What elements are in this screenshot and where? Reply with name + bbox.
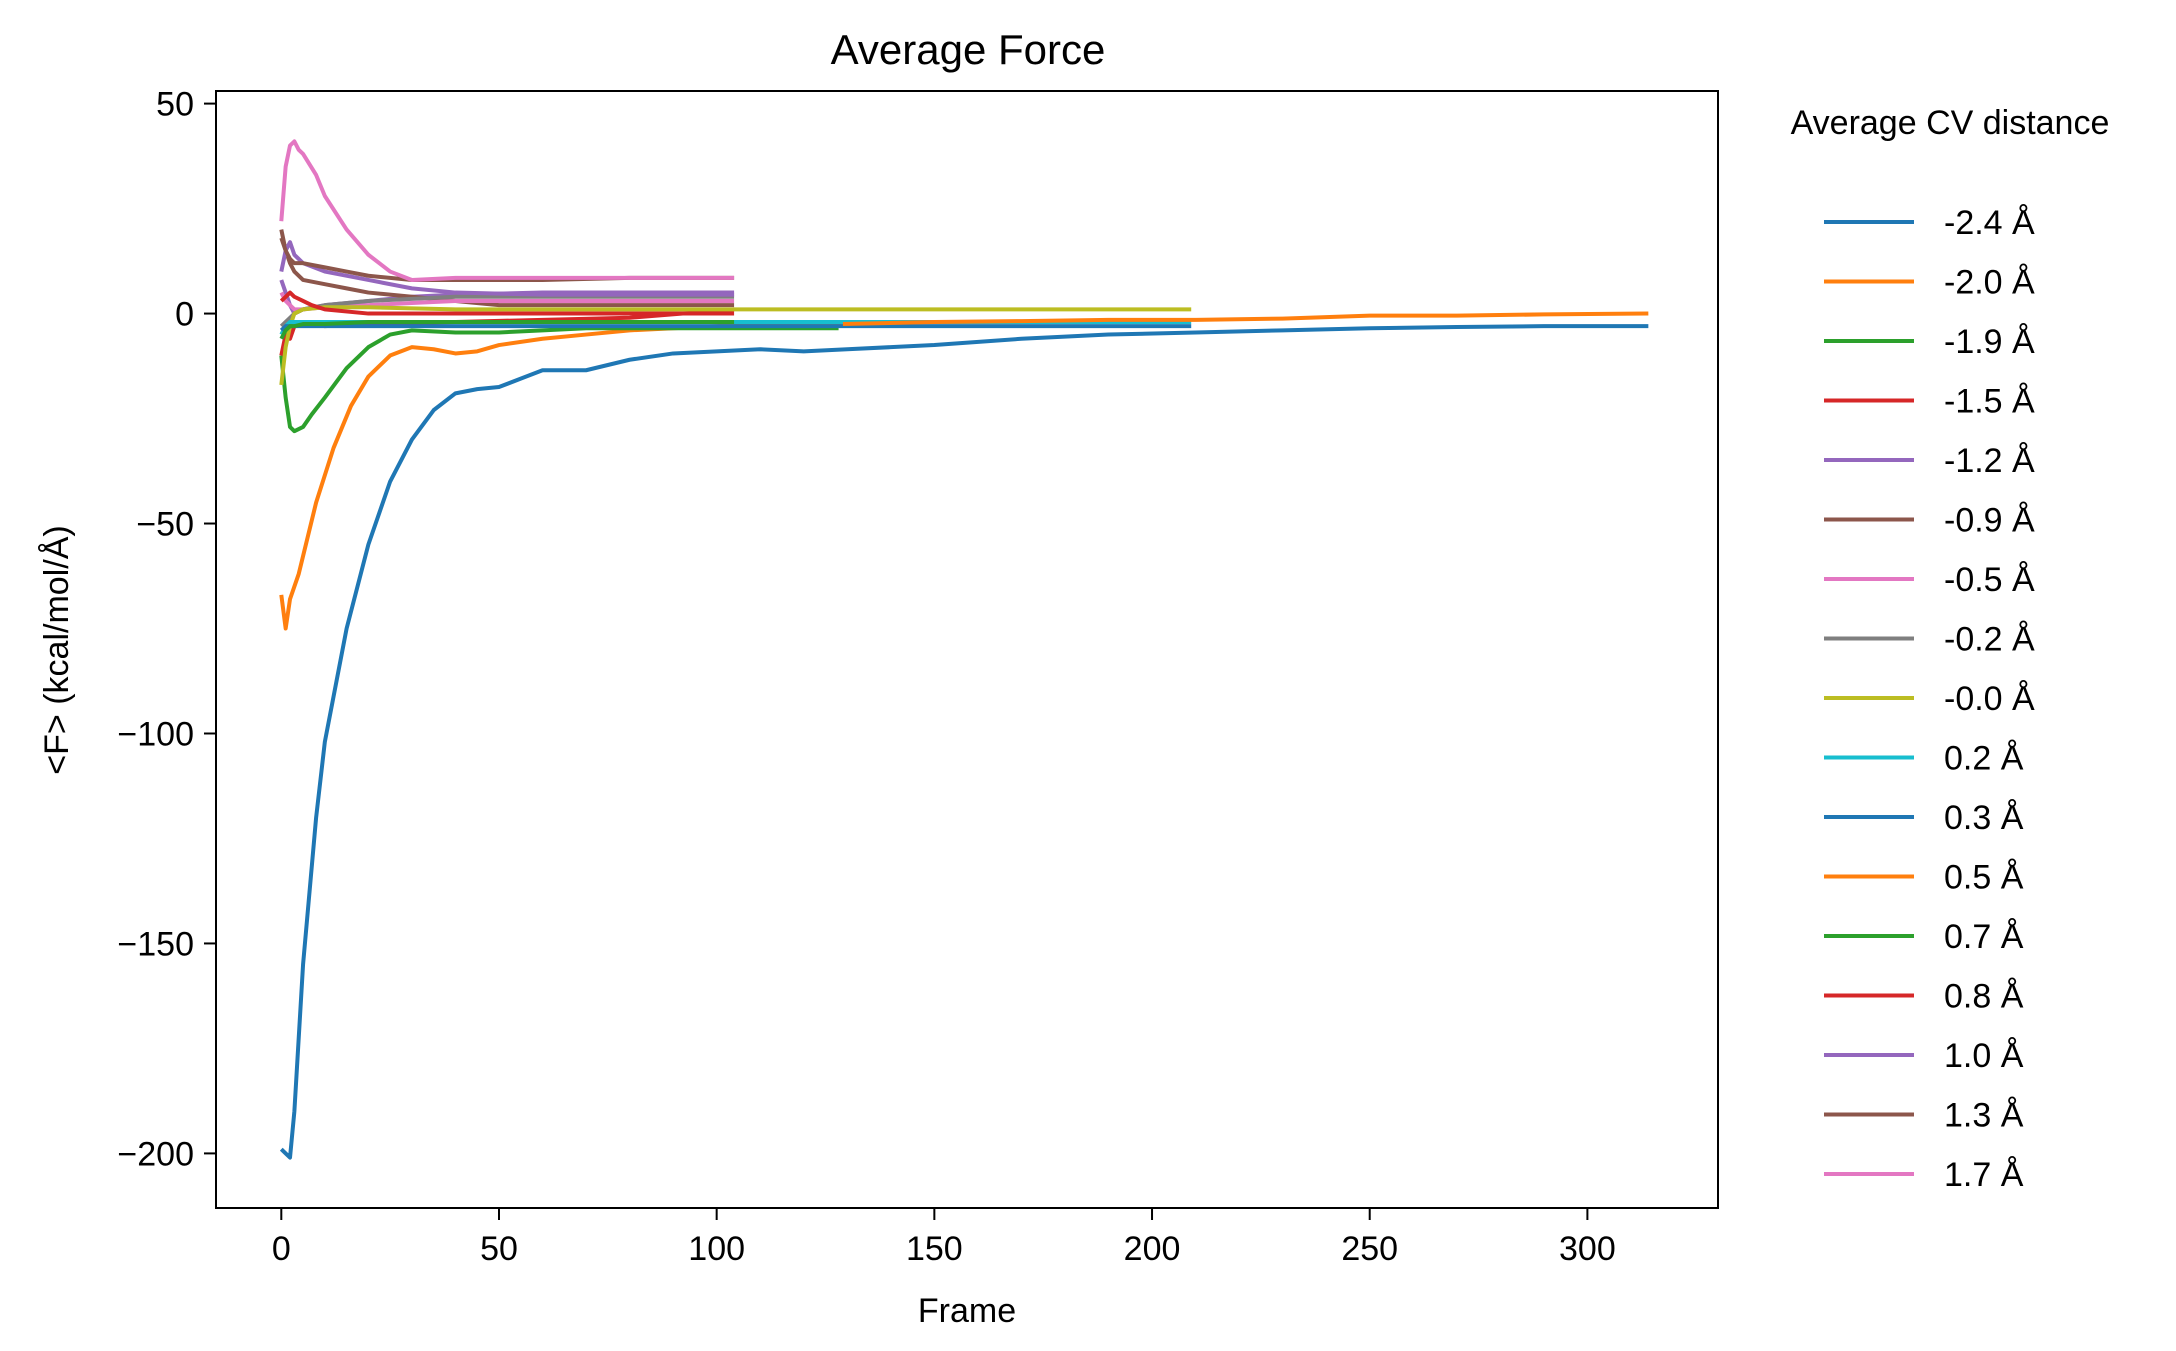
y-tick-label: −200 [117, 1135, 194, 1173]
series-line [279, 240, 735, 297]
legend-label: -1.2 Å [1944, 442, 2035, 480]
plot-frame [215, 90, 1719, 1209]
y-axis-ticks: 50 0 −50 −100 −150 −200 [117, 86, 216, 1173]
x-tick-label: 200 [1124, 1230, 1181, 1268]
legend-label: -0.9 Å [1944, 502, 2035, 540]
x-tick-label: 150 [906, 1230, 963, 1268]
series-line [279, 324, 1649, 1160]
y-tick-label: −50 [136, 506, 194, 544]
legend-label: 0.3 Å [1944, 799, 2024, 837]
y-tick-label: 50 [156, 86, 194, 124]
legend-label: 0.2 Å [1944, 740, 2024, 778]
legend-label: -2.0 Å [1944, 264, 2035, 302]
series-line [842, 311, 1649, 327]
y-tick-label: −100 [117, 715, 194, 753]
series-line [279, 305, 1192, 386]
legend-label: -0.2 Å [1944, 621, 2035, 659]
legend-title: Average CV distance [1791, 104, 2110, 142]
x-tick-label: 250 [1341, 1230, 1398, 1268]
x-tick-label: 0 [272, 1230, 291, 1268]
series-line [279, 139, 735, 282]
x-axis-ticks: 0 50 100 150 200 250 300 [272, 1208, 1616, 1268]
series-line [279, 290, 735, 316]
x-tick-label: 300 [1559, 1230, 1616, 1268]
y-tick-label: 0 [175, 296, 194, 334]
series-line [279, 237, 735, 282]
x-tick-label: 50 [480, 1230, 518, 1268]
legend-label: 1.3 Å [1944, 1097, 2024, 1135]
legend: -2.4 Å -2.0 Å -1.9 Å -1.5 Å -1.2 Å -0.9 Å -0.5… [1824, 204, 2035, 1194]
x-tick-label: 100 [688, 1230, 745, 1268]
series-line [279, 319, 735, 340]
legend-label: -0.5 Å [1944, 561, 2035, 599]
series-line [279, 229, 735, 308]
legend-label: -1.9 Å [1944, 323, 2035, 361]
legend-label: -0.0 Å [1944, 680, 2035, 718]
legend-label: -1.5 Å [1944, 383, 2035, 421]
legend-label: 1.7 Å [1944, 1156, 2024, 1194]
y-tick-label: −150 [117, 925, 194, 963]
legend-label: 1.0 Å [1944, 1037, 2024, 1075]
lines-layer [279, 139, 1649, 1160]
chart-title: Average Force [831, 26, 1106, 73]
legend-label: 0.7 Å [1944, 918, 2024, 956]
legend-label: 0.5 Å [1944, 859, 2024, 897]
y-axis-label: <F> (kcal/mol/Å) [38, 525, 76, 774]
x-axis-label: Frame [918, 1292, 1016, 1330]
series-line [279, 326, 839, 434]
series-line [279, 294, 735, 328]
legend-label: -2.4 Å [1944, 204, 2035, 242]
legend-label: 0.8 Å [1944, 978, 2024, 1016]
